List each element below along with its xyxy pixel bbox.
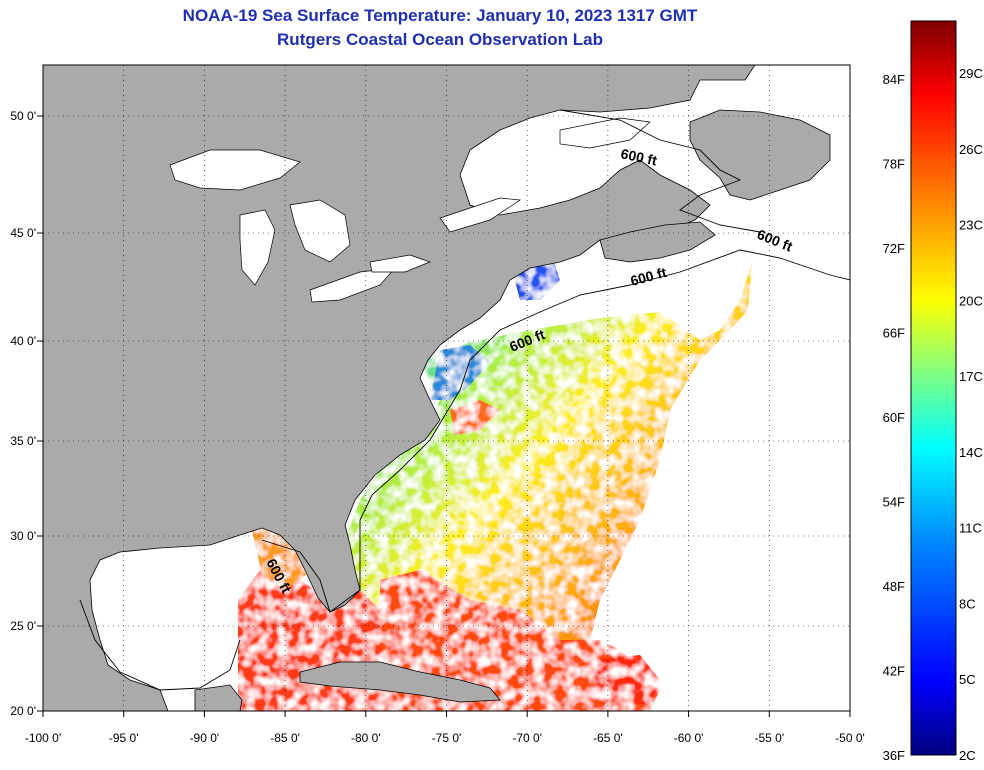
depth-contour [261, 249, 850, 613]
colorbar-fahrenheit-label: 78F [883, 157, 905, 172]
colorbar-fahrenheit-label: 42F [883, 664, 905, 679]
longitude-tick-label: -55 0' [754, 731, 784, 745]
longitude-tick-label: -85 0' [270, 731, 300, 745]
colorbar-celsius-label: 11C [959, 521, 982, 536]
colorbar-fahrenheit-label: 72F [883, 241, 905, 256]
map-title: NOAA-19 Sea Surface Temperature: January… [182, 6, 698, 25]
colorbar-celsius-labels: 29C 26C 23C 20C 17C 14C 11C 8C 5C 2C [959, 66, 983, 763]
great-lakes [169, 117, 651, 303]
colorbar-celsius-label: 14C [959, 445, 983, 460]
longitude-tick-label: -70 0' [512, 731, 542, 745]
latitude-tick-label: 35 0' [10, 434, 36, 448]
colorbar-celsius-label: 2C [959, 748, 976, 763]
longitude-tick-label: -95 0' [109, 731, 139, 745]
longitude-tick-label: -50 0' [835, 731, 865, 745]
longitude-tick-label: -65 0' [593, 731, 623, 745]
colorbar-fahrenheit-label: 66F [883, 326, 905, 341]
longitude-axis: -100 0' -95 0' -90 0' -85 0' -80 0' -75 0' -70… [25, 711, 865, 745]
contour-label: 600 ft [619, 145, 658, 168]
latitude-axis: 50 0' 45 0' 40 0' 35 0' 30 0' 25 0' 20 0' [10, 109, 43, 718]
colorbar-celsius-label: 17C [959, 369, 983, 384]
longitude-tick-label: -75 0' [432, 731, 462, 745]
longitude-tick-label: -100 0' [25, 731, 61, 745]
colorbar-celsius-label: 23C [959, 218, 983, 233]
colorbar-celsius-label: 29C [959, 66, 983, 81]
latitude-tick-label: 30 0' [10, 529, 36, 543]
land [43, 65, 831, 711]
depth-contour-gulf [79, 599, 241, 691]
colorbar-fahrenheit-label: 36F [883, 748, 905, 763]
sst-data-field [238, 250, 752, 711]
latitude-tick-label: 45 0' [10, 226, 36, 240]
latitude-tick-label: 20 0' [10, 704, 36, 718]
colorbar-celsius-label: 5C [959, 672, 976, 687]
latitude-tick-label: 50 0' [10, 109, 36, 123]
colorbar-fahrenheit-labels: 84F 78F 72F 66F 60F 54F 48F 42F 36F [883, 72, 905, 763]
colorbar-celsius-label: 8C [959, 596, 976, 611]
colorbar-fahrenheit-label: 54F [883, 495, 905, 510]
longitude-tick-label: -60 0' [674, 731, 704, 745]
depth-contour-north [559, 109, 761, 233]
colorbar [910, 20, 957, 756]
map-subtitle: Rutgers Coastal Ocean Observation Lab [277, 30, 603, 49]
longitude-tick-label: -90 0' [190, 731, 220, 745]
latitude-tick-label: 25 0' [10, 619, 36, 633]
colorbar-celsius-label: 20C [959, 293, 983, 308]
latitude-tick-label: 40 0' [10, 334, 36, 348]
colorbar-fahrenheit-label: 60F [883, 410, 905, 425]
colorbar-celsius-label: 26C [959, 142, 983, 157]
colorbar-fahrenheit-label: 84F [883, 72, 905, 87]
colorbar-fahrenheit-label: 48F [883, 579, 905, 594]
longitude-tick-label: -80 0' [351, 731, 381, 745]
